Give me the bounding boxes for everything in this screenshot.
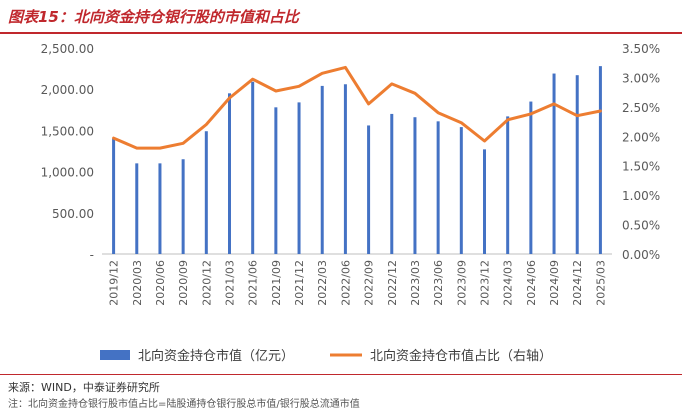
- bar: [413, 117, 416, 254]
- source-text: 来源：WIND，中泰证券研究所: [8, 379, 160, 395]
- x-tick-label: 2021/03: [224, 260, 237, 306]
- y-left-tick-label: 2,500.00: [41, 42, 94, 56]
- legend-label-bar: 北向资金持仓市值（亿元）: [138, 348, 294, 364]
- bar: [599, 66, 602, 254]
- bar: [483, 149, 486, 254]
- line-series: [114, 67, 601, 148]
- bar: [553, 74, 556, 254]
- x-tick-label: 2024/12: [571, 260, 584, 306]
- y-right-tick-label: 0.00%: [622, 248, 660, 262]
- y-right-tick-label: 2.50%: [622, 101, 660, 115]
- bar: [576, 75, 579, 254]
- x-tick-label: 2022/09: [363, 260, 376, 306]
- bar: [135, 163, 138, 254]
- x-tick-label: 2021/06: [247, 260, 260, 306]
- x-tick-label: 2020/06: [154, 260, 167, 306]
- y-left-tick-label: 500.00: [52, 207, 94, 221]
- bar: [390, 114, 393, 254]
- title-bar: 图表15：北向资金持仓银行股的市值和占比: [0, 0, 682, 34]
- bar: [182, 159, 185, 254]
- x-tick-label: 2024/03: [502, 260, 515, 306]
- y-right-tick-label: 3.50%: [622, 42, 660, 56]
- x-tick-label: 2021/12: [293, 260, 306, 306]
- x-tick-label: 2024/06: [525, 260, 538, 306]
- x-tick-label: 2023/06: [432, 260, 445, 306]
- bar: [460, 127, 463, 254]
- bar: [529, 102, 532, 254]
- y-right-tick-label: 0.50%: [622, 219, 660, 233]
- source-divider: [0, 374, 682, 375]
- chart-title: 图表15：北向资金持仓银行股的市值和占比: [8, 6, 299, 27]
- x-tick-label: 2022/03: [316, 260, 329, 306]
- legend-label-line: 北向资金持仓市值占比（右轴）: [370, 348, 552, 364]
- bar: [367, 125, 370, 254]
- legend-swatch-bar: [100, 350, 130, 360]
- bar: [437, 121, 440, 254]
- bar: [251, 82, 254, 254]
- bar: [344, 84, 347, 254]
- bar: [158, 163, 161, 254]
- y-left-tick-label: 1,000.00: [41, 166, 94, 180]
- x-tick-label: 2025/03: [594, 260, 607, 306]
- x-tick-label: 2019/12: [108, 260, 121, 306]
- y-right-tick-label: 1.00%: [622, 189, 660, 203]
- x-tick-label: 2023/03: [409, 260, 422, 306]
- bar: [112, 139, 115, 254]
- y-right-tick-label: 2.00%: [622, 130, 660, 144]
- x-tick-label: 2022/06: [339, 260, 352, 306]
- y-left-tick-label: 2,000.00: [41, 83, 94, 97]
- x-tick-label: 2022/12: [386, 260, 399, 306]
- bar: [506, 116, 509, 254]
- y-left-tick-label: 1,500.00: [41, 124, 94, 138]
- bar: [321, 86, 324, 254]
- x-tick-label: 2024/09: [548, 260, 561, 306]
- chart: - 500.00 1,000.00 1,500.00 2,000.00 2,500.00 0…: [0, 34, 682, 374]
- x-tick-label: 2020/09: [177, 260, 190, 306]
- y-right-tick-label: 1.50%: [622, 160, 660, 174]
- x-tick-label: 2020/03: [131, 260, 144, 306]
- bar: [298, 102, 301, 254]
- y-right-tick-label: 3.00%: [622, 71, 660, 85]
- bar: [274, 107, 277, 254]
- x-tick-label: 2021/09: [270, 260, 283, 306]
- x-tick-label: 2023/09: [455, 260, 468, 306]
- x-tick-label: 2020/12: [200, 260, 213, 306]
- bar: [205, 131, 208, 254]
- x-tick-label: 2023/12: [479, 260, 492, 306]
- y-left-tick-label: -: [90, 248, 94, 262]
- bar: [228, 93, 231, 254]
